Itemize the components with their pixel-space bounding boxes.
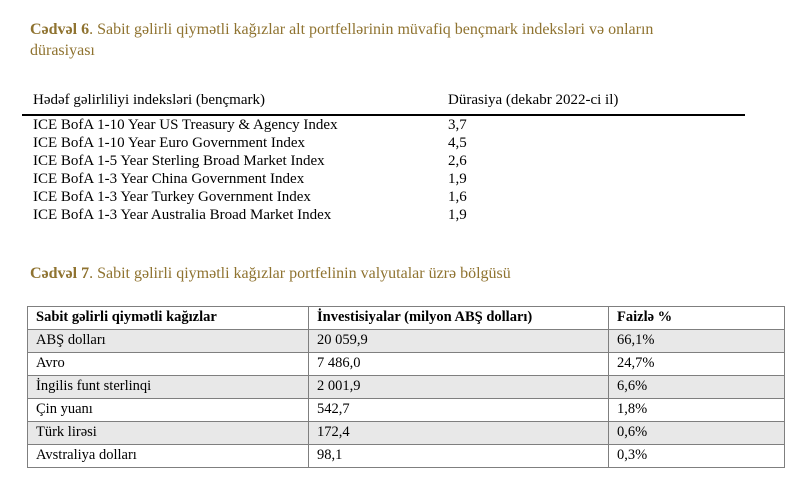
cell-duration: 3,7 [448, 117, 467, 133]
table-row: ICE BofA 1-10 Year Euro Government Index… [22, 134, 745, 152]
table6-caption-text-line1: . Sabit gəlirli qiymətli kağızlar alt po… [89, 21, 654, 38]
column-header-investments: İnvestisiyalar (milyon ABŞ dolları) [308, 306, 609, 330]
cell-benchmark-index: ICE BofA 1-10 Year Euro Government Index [33, 135, 306, 151]
cell-currency: Avro [27, 352, 309, 376]
cell-currency: Çin yuanı [27, 398, 309, 422]
cell-benchmark-index: ICE BofA 1-3 Year Australia Broad Market… [33, 207, 332, 223]
column-header-duration: Dürasiya (dekabr 2022-ci il) [437, 90, 745, 116]
table-header-row: Sabit gəlirli qiymətli kağızlar İnvestis… [27, 306, 785, 330]
column-header-securities: Sabit gəlirli qiymətli kağızlar [27, 306, 309, 330]
cell-investment: 542,7 [308, 398, 609, 422]
cell-duration: 1,9 [448, 207, 467, 223]
table-row: İngilis funt sterlinqi 2 001,9 6,6% [27, 375, 785, 399]
table-row: Avstraliya dolları 98,1 0,3% [27, 444, 785, 468]
column-header-percent: Faizlə % [608, 306, 785, 330]
currency-allocation-table: Sabit gəlirli qiymətli kağızlar İnvestis… [27, 306, 785, 468]
cell-percent: 1,8% [608, 398, 785, 422]
table7-caption-label: Cədvəl 7 [30, 265, 90, 282]
cell-benchmark-index: ICE BofA 1-5 Year Sterling Broad Market … [33, 153, 325, 169]
cell-investment: 20 059,9 [308, 329, 609, 353]
table-row: ICE BofA 1-3 Year Australia Broad Market… [22, 206, 745, 224]
table-header-row: Hədəf gəlirliliyi indeksləri (bençmark) … [22, 90, 745, 116]
cell-percent: 0,3% [608, 444, 785, 468]
table-row: Türk lirəsi 172,4 0,6% [27, 421, 785, 445]
cell-investment: 172,4 [308, 421, 609, 445]
cell-benchmark-index: ICE BofA 1-10 Year US Treasury & Agency … [33, 117, 338, 133]
table6-caption: Cədvəl 6. Sabit gəlirli qiymətli kağızla… [30, 19, 770, 61]
benchmark-duration-table: Hədəf gəlirliliyi indeksləri (bençmark) … [22, 90, 745, 224]
cell-investment: 98,1 [308, 444, 609, 468]
cell-currency: İngilis funt sterlinqi [27, 375, 309, 399]
cell-percent: 24,7% [608, 352, 785, 376]
cell-percent: 0,6% [608, 421, 785, 445]
cell-currency: ABŞ dolları [27, 329, 309, 353]
table-row: ICE BofA 1-10 Year US Treasury & Agency … [22, 115, 745, 134]
cell-duration: 1,9 [448, 171, 467, 187]
table-row: ABŞ dolları 20 059,9 66,1% [27, 329, 785, 353]
table-row: ICE BofA 1-5 Year Sterling Broad Market … [22, 152, 745, 170]
cell-investment: 7 486,0 [308, 352, 609, 376]
cell-benchmark-index: ICE BofA 1-3 Year Turkey Government Inde… [33, 189, 311, 205]
table-row: Çin yuanı 542,7 1,8% [27, 398, 785, 422]
cell-duration: 2,6 [448, 153, 467, 169]
cell-duration: 1,6 [448, 189, 467, 205]
table6-caption-label: Cədvəl 6 [30, 21, 90, 38]
cell-duration: 4,5 [448, 135, 467, 151]
cell-percent: 66,1% [608, 329, 785, 353]
cell-percent: 6,6% [608, 375, 785, 399]
table-row: ICE BofA 1-3 Year Turkey Government Inde… [22, 188, 745, 206]
cell-investment: 2 001,9 [308, 375, 609, 399]
table-row: ICE BofA 1-3 Year China Government Index… [22, 170, 745, 188]
table6-caption-text-line2: dürasiyası [30, 42, 95, 59]
table-row: Avro 7 486,0 24,7% [27, 352, 785, 376]
table7-caption: Cədvəl 7. Sabit gəlirli qiymətli kağızla… [30, 263, 770, 284]
column-header-benchmark: Hədəf gəlirliliyi indeksləri (bençmark) [22, 90, 437, 116]
cell-currency: Avstraliya dolları [27, 444, 309, 468]
table7-caption-text: . Sabit gəlirli qiymətli kağızlar portfe… [89, 265, 511, 282]
cell-currency: Türk lirəsi [27, 421, 309, 445]
cell-benchmark-index: ICE BofA 1-3 Year China Government Index [33, 171, 305, 187]
